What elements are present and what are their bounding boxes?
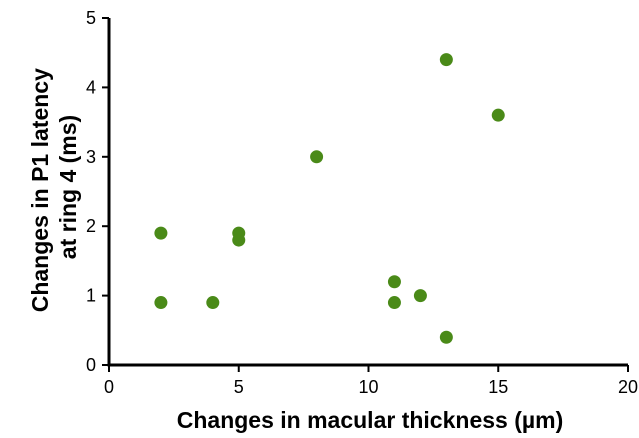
y-ticks: 0 1 2 3 4 5 (86, 8, 109, 375)
x-axis-title: Changes in macular thickness (µm) (177, 407, 563, 433)
data-point (154, 226, 168, 240)
y-tick-label: 1 (86, 286, 96, 306)
y-tick-label: 3 (86, 147, 96, 167)
y-tick-label: 0 (86, 355, 96, 375)
y-axis-title-line-2: at ring 4 (ms) (55, 115, 81, 259)
data-point (491, 108, 505, 122)
data-point (206, 296, 220, 310)
axes (107, 18, 628, 367)
x-tick-label: 5 (234, 377, 244, 397)
x-tick-label: 0 (104, 377, 114, 397)
x-ticks: 0 5 10 15 20 (104, 365, 638, 397)
y-axis-title: Changes in P1 latency at ring 4 (ms) (27, 62, 81, 313)
x-tick-label: 20 (618, 377, 638, 397)
x-tick-label: 15 (488, 377, 508, 397)
data-points (154, 53, 505, 344)
data-point (439, 53, 453, 67)
y-tick-label: 2 (86, 216, 96, 236)
x-tick-label: 10 (358, 377, 378, 397)
data-point (387, 275, 401, 289)
data-point (439, 330, 453, 344)
data-point (232, 233, 246, 247)
data-point (154, 296, 168, 310)
y-axis-title-line-1: Changes in P1 latency (27, 68, 53, 312)
data-point (387, 296, 401, 310)
data-point (310, 150, 324, 164)
data-point (413, 289, 427, 303)
y-tick-label: 4 (86, 77, 96, 97)
y-tick-label: 5 (86, 8, 96, 28)
